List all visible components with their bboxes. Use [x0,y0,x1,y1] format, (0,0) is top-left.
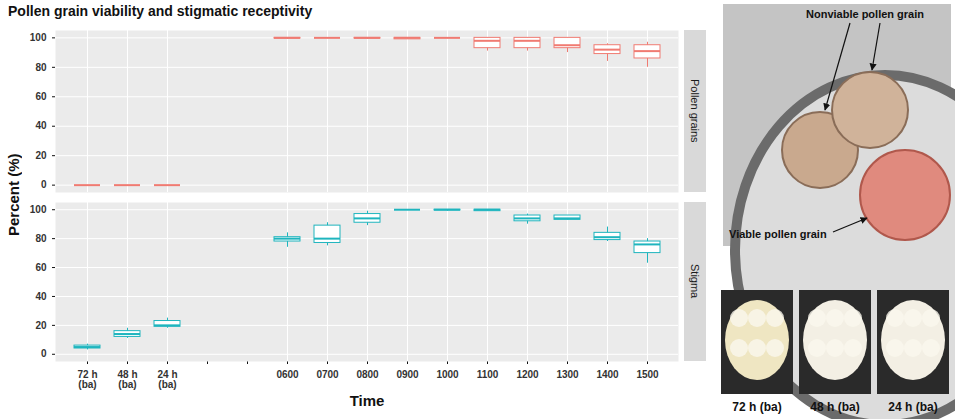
svg-text:0900: 0900 [396,369,419,380]
svg-text:0700: 0700 [316,369,339,380]
svg-text:24 h (ba): 24 h (ba) [888,400,937,414]
svg-text:60: 60 [35,91,47,102]
svg-text:40: 40 [35,291,47,302]
svg-text:20: 20 [35,320,47,331]
svg-text:1200: 1200 [516,369,539,380]
svg-text:1000: 1000 [436,369,459,380]
svg-text:Nonviable pollen grain: Nonviable pollen grain [806,8,924,20]
svg-text:Viable pollen grain: Viable pollen grain [729,228,827,240]
svg-text:80: 80 [35,62,47,73]
svg-text:40: 40 [35,120,47,131]
html-text:Stigma: Stigma [689,264,701,299]
svg-text:60: 60 [35,262,47,273]
svg-text:1100: 1100 [477,369,499,380]
svg-text:1400: 1400 [596,369,619,380]
svg-text:0600: 0600 [276,369,299,380]
html-text:Pollen grain viability and sti: Pollen grain viability and stigmatic rec… [8,3,313,19]
svg-text:Time: Time [350,392,385,409]
svg-text:48 h(ba): 48 h(ba) [117,369,137,390]
svg-text:100: 100 [30,204,47,215]
html-text:Percent (%): Percent (%) [4,153,22,237]
svg-text:24 h(ba): 24 h(ba) [157,369,177,390]
svg-text:80: 80 [35,233,47,244]
svg-text:0: 0 [41,179,47,190]
svg-text:0800: 0800 [356,369,379,380]
svg-text:1500: 1500 [636,369,659,380]
svg-text:48 h (ba): 48 h (ba) [810,400,859,414]
svg-text:20: 20 [35,150,47,161]
svg-text:72 h (ba): 72 h (ba) [732,400,781,414]
html-text:Pollen grains: Pollen grains [689,79,701,143]
svg-text:0: 0 [41,348,47,359]
svg-text:1300: 1300 [556,369,579,380]
svg-text:100: 100 [30,32,47,43]
svg-text:72 h(ba): 72 h(ba) [77,369,97,390]
